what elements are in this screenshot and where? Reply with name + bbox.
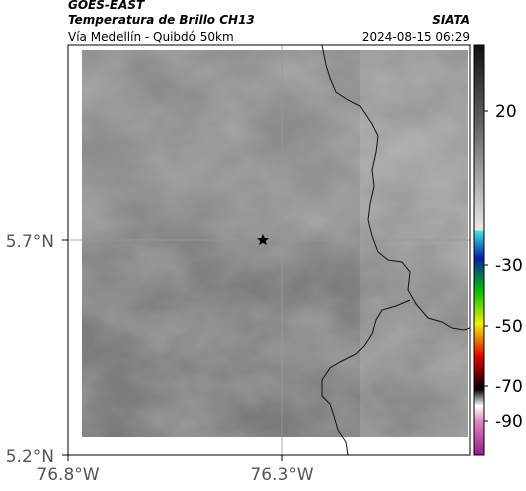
east-brightening: [360, 50, 468, 437]
subtitle: Temperatura de Brillo CH13: [68, 13, 255, 27]
colorbar-label: -30: [495, 256, 523, 276]
border-line: [321, 44, 471, 456]
lon-tick-label: 76.3°W: [250, 465, 313, 485]
lat-tick-label: 5.2°N: [6, 447, 54, 467]
cloud-texture: [82, 50, 468, 437]
colorbar: [473, 44, 485, 456]
colorbar-ticks: [484, 110, 488, 422]
colorbar-label: -90: [495, 412, 523, 432]
colorbar-label: -70: [495, 377, 523, 397]
lon-tick-label: 76.8°W: [36, 465, 99, 485]
colorbar-label: -50: [495, 317, 523, 337]
timestamp: 2024-08-15 06:29: [362, 30, 470, 44]
lat-tick-label: 5.7°N: [6, 232, 54, 252]
route: Vía Medellín - Quibdó 50km: [68, 30, 234, 44]
source: SIATA: [432, 13, 470, 27]
colorbar-label: 20: [495, 102, 517, 122]
title: GOES-EAST: [68, 0, 145, 12]
map-frame: [67, 44, 471, 456]
location-star: [257, 234, 269, 245]
